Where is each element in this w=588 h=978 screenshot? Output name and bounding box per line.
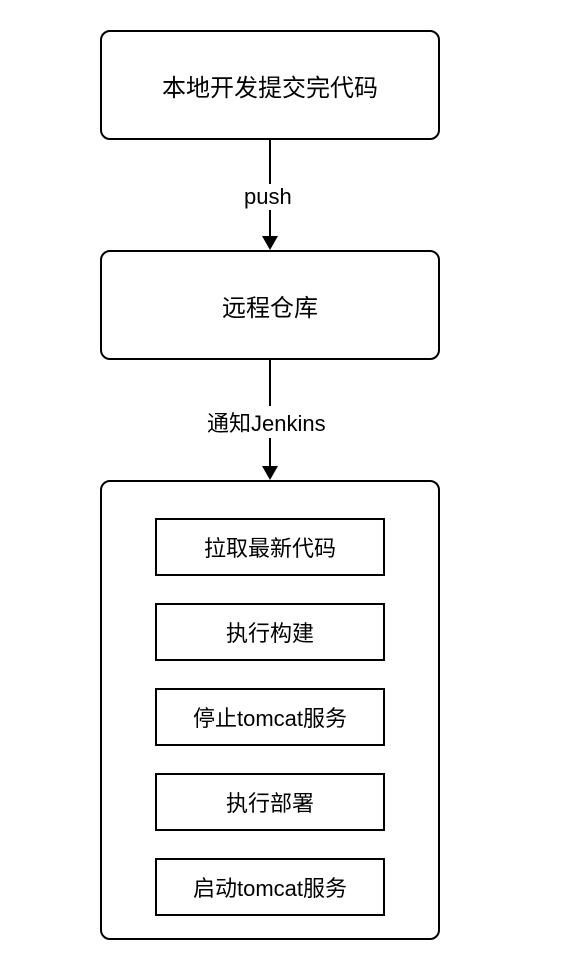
edge-push-arrow bbox=[262, 236, 278, 250]
edge-notify-label: 通知Jenkins bbox=[203, 406, 330, 438]
node-local-dev-label: 本地开发提交完代码 bbox=[162, 68, 378, 103]
step-pull-code: 拉取最新代码 bbox=[155, 518, 385, 576]
node-remote-repo-label: 远程仓库 bbox=[222, 288, 318, 323]
node-remote-repo: 远程仓库 bbox=[100, 250, 440, 360]
step-start-tomcat-label: 启动tomcat服务 bbox=[193, 871, 347, 903]
step-stop-tomcat-label: 停止tomcat服务 bbox=[193, 701, 347, 733]
step-deploy: 执行部署 bbox=[155, 773, 385, 831]
step-stop-tomcat: 停止tomcat服务 bbox=[155, 688, 385, 746]
edge-notify-arrow bbox=[262, 466, 278, 480]
step-deploy-label: 执行部署 bbox=[226, 786, 314, 818]
step-start-tomcat: 启动tomcat服务 bbox=[155, 858, 385, 916]
step-pull-code-label: 拉取最新代码 bbox=[204, 531, 336, 563]
edge-push-label: push bbox=[240, 184, 296, 210]
node-local-dev: 本地开发提交完代码 bbox=[100, 30, 440, 140]
step-build: 执行构建 bbox=[155, 603, 385, 661]
step-build-label: 执行构建 bbox=[226, 616, 314, 648]
